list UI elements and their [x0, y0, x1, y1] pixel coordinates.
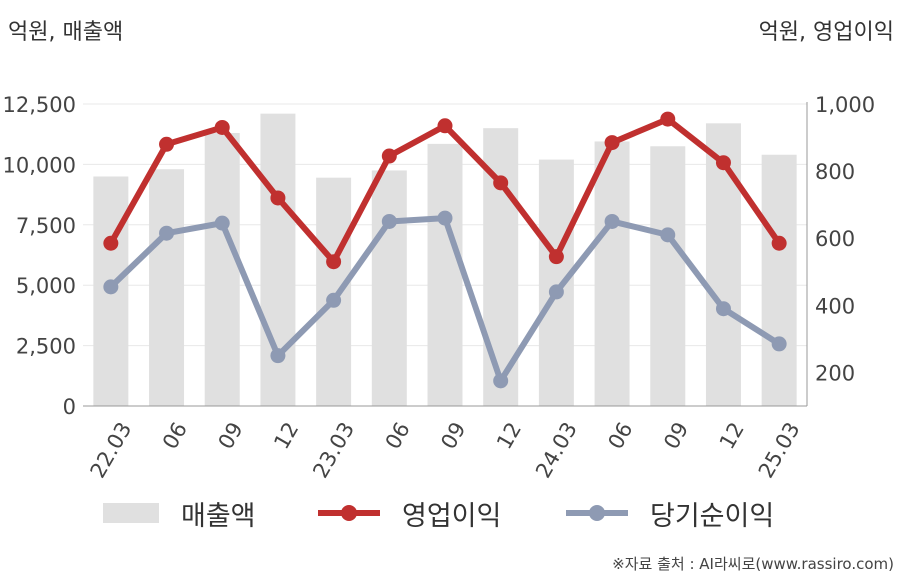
legend-item-sales: 매출액 [103, 493, 256, 533]
legend-item-operating-profit: 영업이익 [318, 493, 501, 533]
series-point [103, 235, 119, 251]
x-tick-label: 12 [269, 418, 303, 453]
series-point [771, 336, 787, 352]
series-point [326, 292, 342, 308]
series-point [214, 215, 230, 231]
x-tick-label: 09 [436, 418, 470, 453]
legend-label-sales: 매출액 [181, 500, 256, 532]
bar-sales [204, 132, 240, 406]
bar-sales [705, 123, 741, 406]
right-tick-label: 600 [815, 227, 855, 251]
legend-bar-swatch [103, 503, 159, 523]
series-point [381, 213, 397, 229]
right-axis-ticks: 200 400 600 800 1,000 [815, 93, 875, 385]
bar-sales [538, 159, 574, 406]
series-point [493, 175, 509, 191]
x-tick-label: 22.03 [85, 418, 136, 482]
left-tick-label: 7,500 [16, 214, 76, 238]
right-tick-label: 400 [815, 294, 855, 318]
series-point [159, 225, 175, 241]
series-point [660, 227, 676, 243]
bar-sales [149, 169, 185, 406]
left-tick-label: 10,000 [3, 153, 76, 177]
bar-sales [761, 154, 797, 406]
left-tick-label: 5,000 [16, 274, 76, 298]
right-axis-unit-label: 억원, 영업이익 [758, 20, 894, 45]
x-tick-label: 09 [214, 418, 248, 453]
legend-label-net-income: 당기순이익 [650, 500, 775, 532]
left-tick-label: 0 [63, 395, 76, 419]
series-point [103, 279, 119, 295]
bar-series-sales [93, 113, 797, 406]
x-tick-label: 12 [715, 418, 749, 453]
x-tick-label: 12 [492, 418, 526, 453]
series-point [214, 119, 230, 135]
right-tick-label: 800 [815, 160, 855, 184]
series-point [270, 348, 286, 364]
combo-chart: 0 2,500 5,000 7,500 10,000 12,500 200 400 600 80… [3, 93, 876, 482]
legend-line-swatch-blue [566, 505, 628, 521]
series-point [159, 136, 175, 152]
x-tick-label: 06 [381, 418, 415, 453]
legend: 매출액 영업이익 당기순이익 [0, 493, 908, 533]
right-tick-label: 200 [815, 361, 855, 385]
series-point [437, 118, 453, 134]
bar-sales [650, 146, 686, 406]
legend-line-swatch-red [318, 505, 380, 521]
left-tick-label: 12,500 [3, 93, 76, 117]
series-point [660, 111, 676, 127]
left-tick-label: 2,500 [16, 335, 76, 359]
x-tick-label: 25.03 [754, 418, 805, 482]
series-point [771, 235, 787, 251]
x-tick-label: 06 [603, 418, 637, 453]
left-axis-ticks: 0 2,500 5,000 7,500 10,000 12,500 [3, 93, 76, 419]
series-point [326, 254, 342, 270]
series-point [604, 135, 620, 151]
right-tick-label: 1,000 [815, 93, 875, 117]
bar-sales [371, 170, 407, 406]
x-tick-label: 23.03 [308, 418, 359, 482]
left-axis-unit-label: 억원, 매출액 [8, 20, 124, 45]
series-point [548, 249, 564, 265]
x-tick-label: 24.03 [531, 418, 582, 482]
x-tick-label: 06 [158, 418, 192, 453]
series-point [270, 190, 286, 206]
bar-sales [316, 177, 352, 406]
series-point [715, 155, 731, 171]
series-point [604, 213, 620, 229]
legend-item-net-income: 당기순이익 [566, 493, 774, 533]
bar-sales [594, 141, 630, 406]
source-note: ※자료 출처 : AI라씨로(www.rassiro.com) [612, 555, 894, 573]
bar-sales [427, 143, 463, 406]
series-point [715, 301, 731, 317]
line-series [103, 111, 787, 389]
series-point [437, 210, 453, 226]
series-point [381, 148, 397, 164]
legend-label-operating-profit: 영업이익 [402, 500, 502, 532]
series-point [493, 373, 509, 389]
x-tick-label: 09 [659, 418, 693, 453]
series-point [548, 284, 564, 300]
